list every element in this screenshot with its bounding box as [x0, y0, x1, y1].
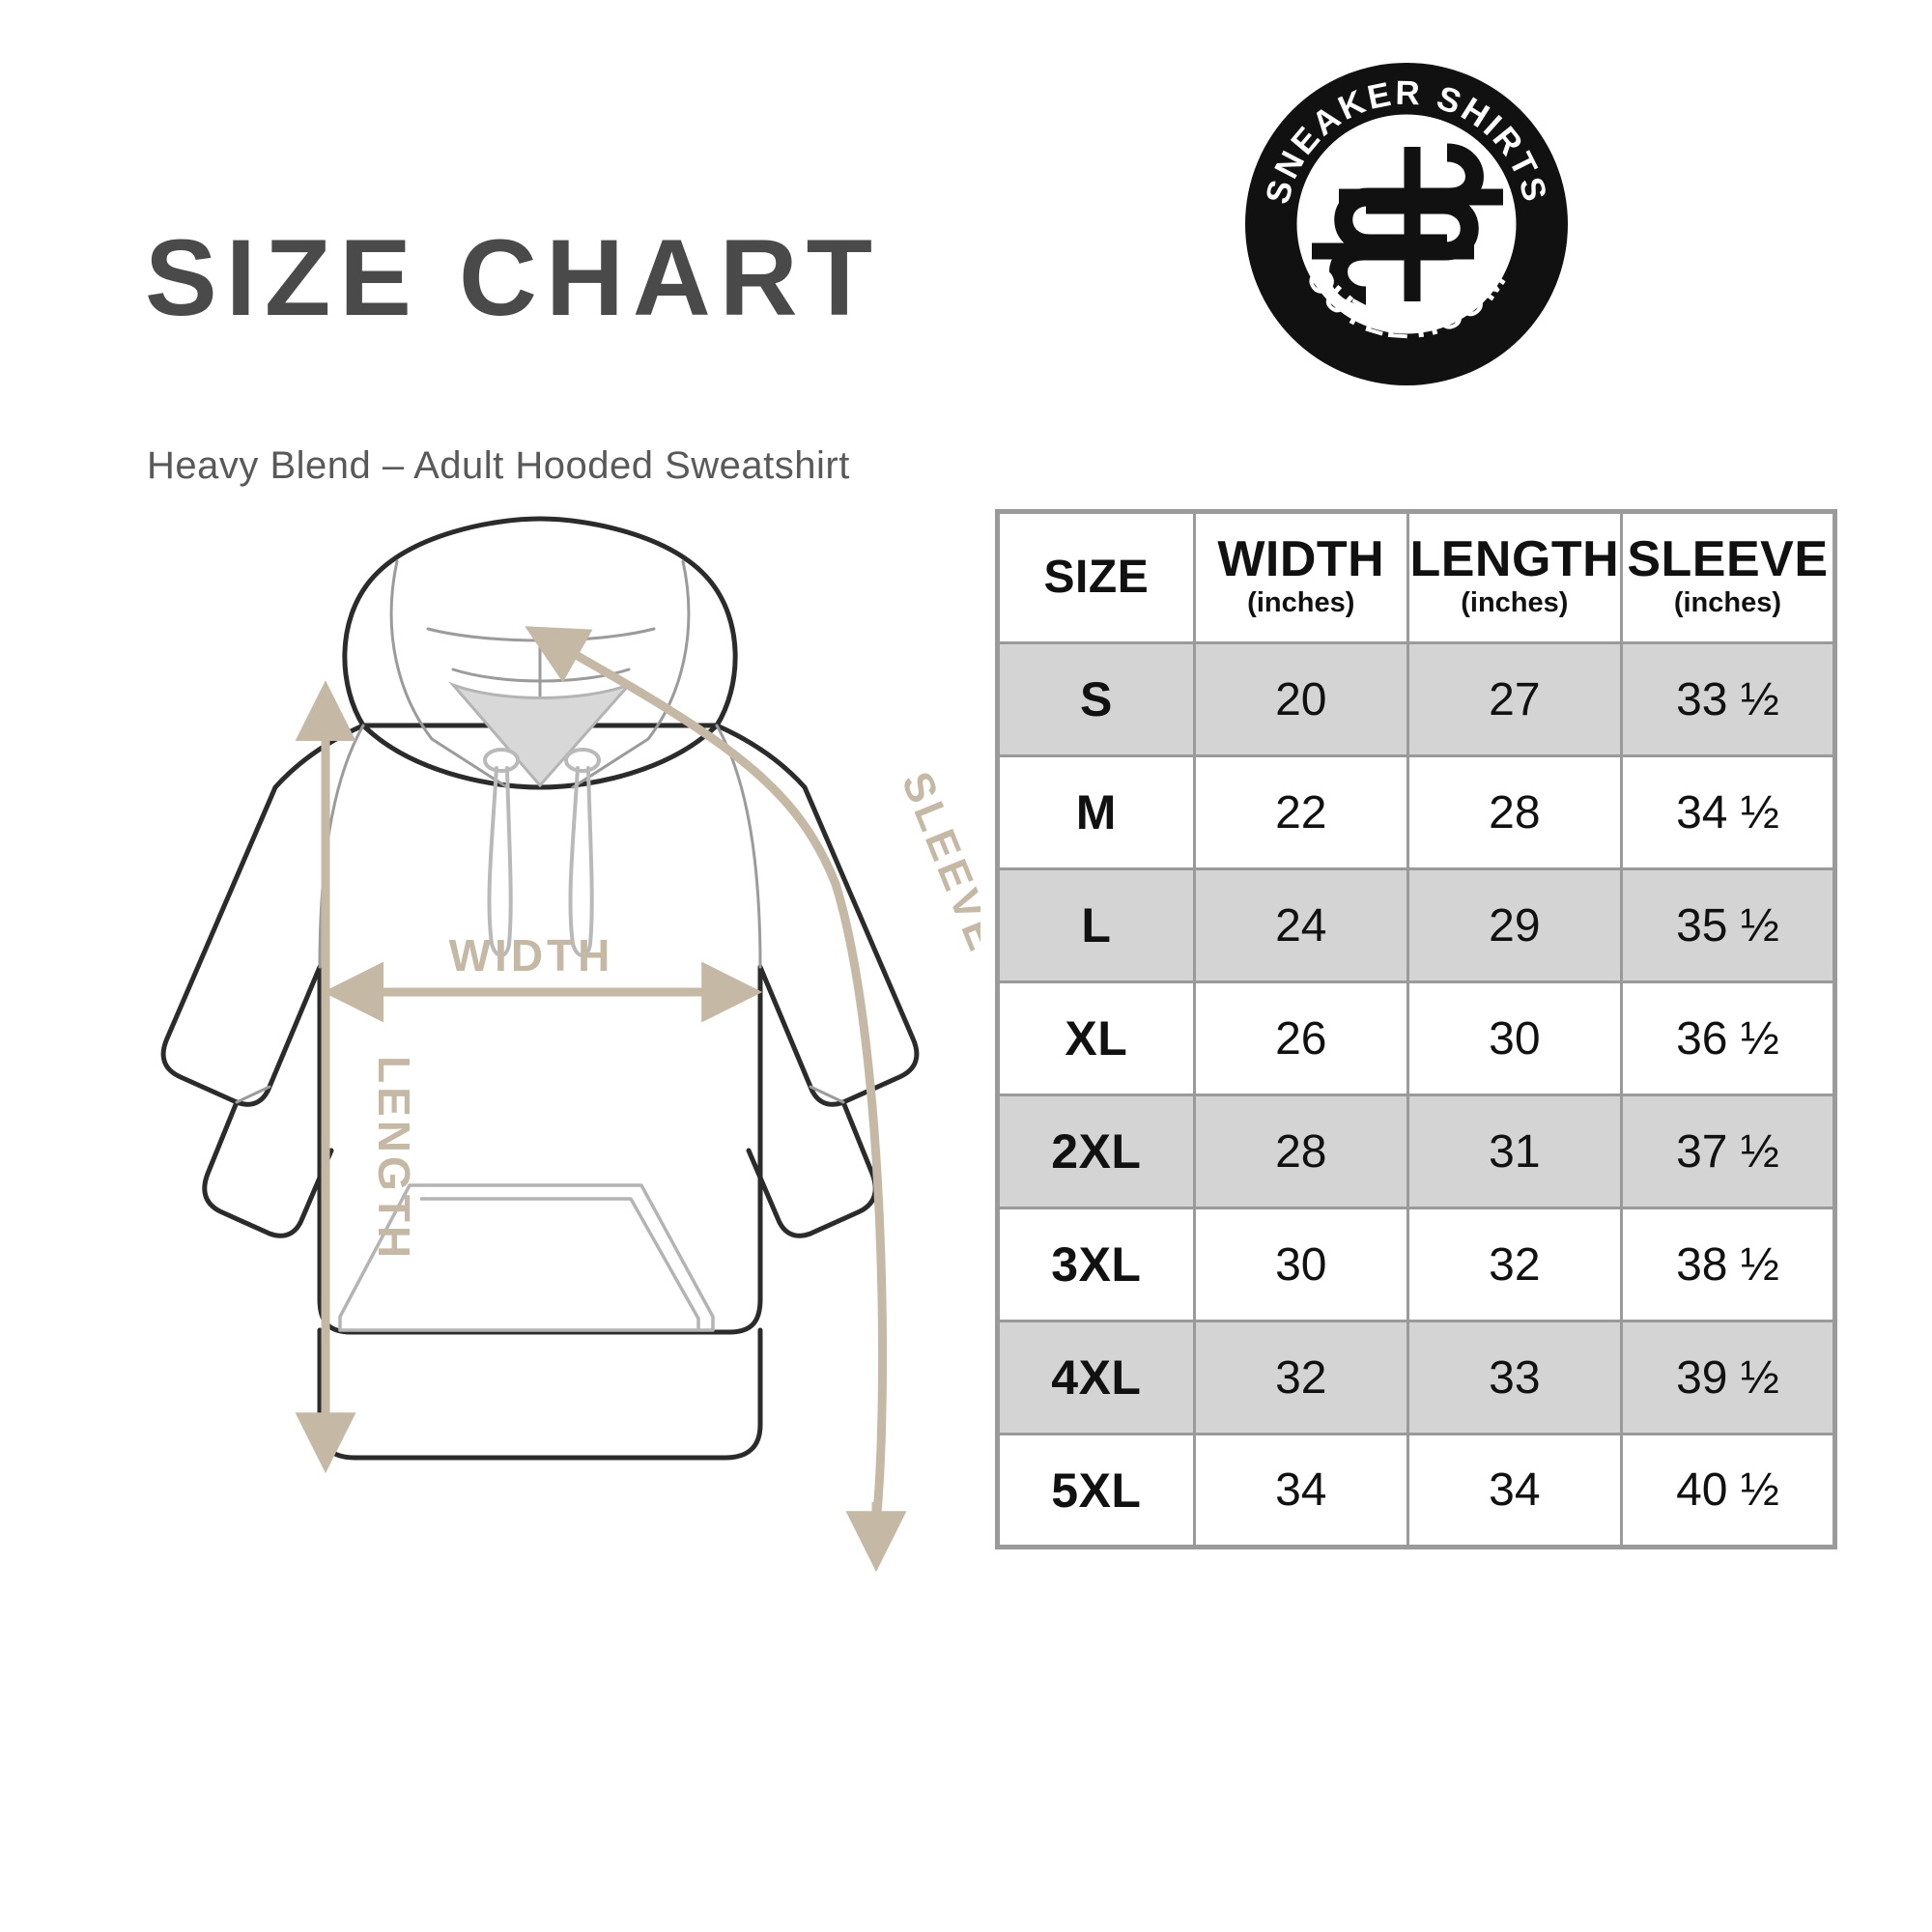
sleeve-measure-arrow: [525, 626, 888, 1524]
sleeve-seam-left: [235, 1085, 271, 1104]
table-row: M 22 28 34 ½: [996, 754, 1837, 870]
cell-sleeve: 39 ½: [1619, 1320, 1837, 1435]
cell-sleeve: 36 ½: [1619, 980, 1837, 1096]
cell-size: 2XL: [996, 1094, 1196, 1209]
sleeve-label: SLEEVE: [893, 765, 980, 960]
sleeve-seam-right: [809, 1085, 845, 1104]
table-row: 5XL 34 34 40 ½: [996, 1433, 1837, 1548]
column-header-width: WIDTH (inches): [1192, 510, 1409, 644]
cell-width: 22: [1192, 754, 1409, 870]
cell-size: 3XL: [996, 1207, 1196, 1322]
cell-width: 34: [1192, 1433, 1409, 1548]
cell-size: L: [996, 867, 1196, 983]
cell-length: 29: [1406, 867, 1623, 983]
cell-sleeve: 34 ½: [1619, 754, 1837, 870]
logo-inner-ring: [1292, 109, 1521, 339]
cell-length: 30: [1406, 980, 1623, 1096]
cell-size: XL: [996, 980, 1196, 1096]
cell-size: S: [996, 641, 1196, 757]
hood-inner-left: [389, 559, 509, 789]
cell-width: 26: [1192, 980, 1409, 1096]
cell-width: 24: [1192, 867, 1409, 983]
table-row: XL 26 30 36 ½: [996, 980, 1837, 1096]
cell-width: 28: [1192, 1094, 1409, 1209]
brand-logo: SNEAKER SHIRTS OUTLET.COM: [1242, 60, 1571, 388]
column-header-sleeve: SLEEVE (inches): [1619, 510, 1837, 644]
table-row: 3XL 30 32 38 ½: [996, 1207, 1837, 1322]
cell-sleeve: 35 ½: [1619, 867, 1837, 983]
hoodie-drawstrings: [483, 748, 601, 957]
cell-length: 33: [1406, 1320, 1623, 1435]
cell-length: 34: [1406, 1433, 1623, 1548]
cell-size: M: [996, 754, 1196, 870]
cell-width: 20: [1192, 641, 1409, 757]
cell-width: 32: [1192, 1320, 1409, 1435]
cell-width: 30: [1192, 1207, 1409, 1322]
cell-length: 31: [1406, 1094, 1623, 1209]
width-label: WIDTH: [449, 930, 614, 980]
hood-inner-right: [571, 559, 691, 789]
table-header-row: SIZE WIDTH (inches) LENGTH (inches) SLEE…: [996, 510, 1837, 644]
cell-length: 28: [1406, 754, 1623, 870]
hoodie-body-outline: [160, 723, 920, 1335]
cell-sleeve: 37 ½: [1619, 1094, 1837, 1209]
cell-sleeve: 33 ½: [1619, 641, 1837, 757]
cell-size: 4XL: [996, 1320, 1196, 1435]
page-title: SIZE CHART: [145, 217, 881, 338]
size-chart-table: SIZE WIDTH (inches) LENGTH (inches) SLEE…: [995, 509, 1837, 1549]
cell-length: 32: [1406, 1207, 1623, 1322]
cell-length: 27: [1406, 641, 1623, 757]
page-subtitle: Heavy Blend – Adult Hooded Sweatshirt: [147, 444, 850, 487]
hoodie-waistband: [317, 1327, 763, 1461]
column-header-size: SIZE: [996, 510, 1196, 644]
length-label: LENGTH: [369, 1056, 419, 1262]
hoodie-cuff-right: [746, 1099, 878, 1238]
hoodie-cuff-left: [202, 1099, 334, 1238]
table-row: L 24 29 35 ½: [996, 867, 1837, 983]
cell-sleeve: 38 ½: [1619, 1207, 1837, 1322]
hoodie-diagram: WIDTH LENGTH SLEEVE: [92, 497, 980, 1589]
table-row: S 20 27 33 ½: [996, 641, 1837, 757]
table-row: 2XL 28 31 37 ½: [996, 1094, 1837, 1209]
size-chart-table-container: SIZE WIDTH (inches) LENGTH (inches) SLEE…: [995, 509, 1837, 1549]
table-row: 4XL 32 33 39 ½: [996, 1320, 1837, 1435]
logo-monogram-ss: [1312, 143, 1503, 305]
cell-size: 5XL: [996, 1433, 1196, 1548]
cell-sleeve: 40 ½: [1619, 1433, 1837, 1548]
column-header-length: LENGTH (inches): [1406, 510, 1623, 644]
